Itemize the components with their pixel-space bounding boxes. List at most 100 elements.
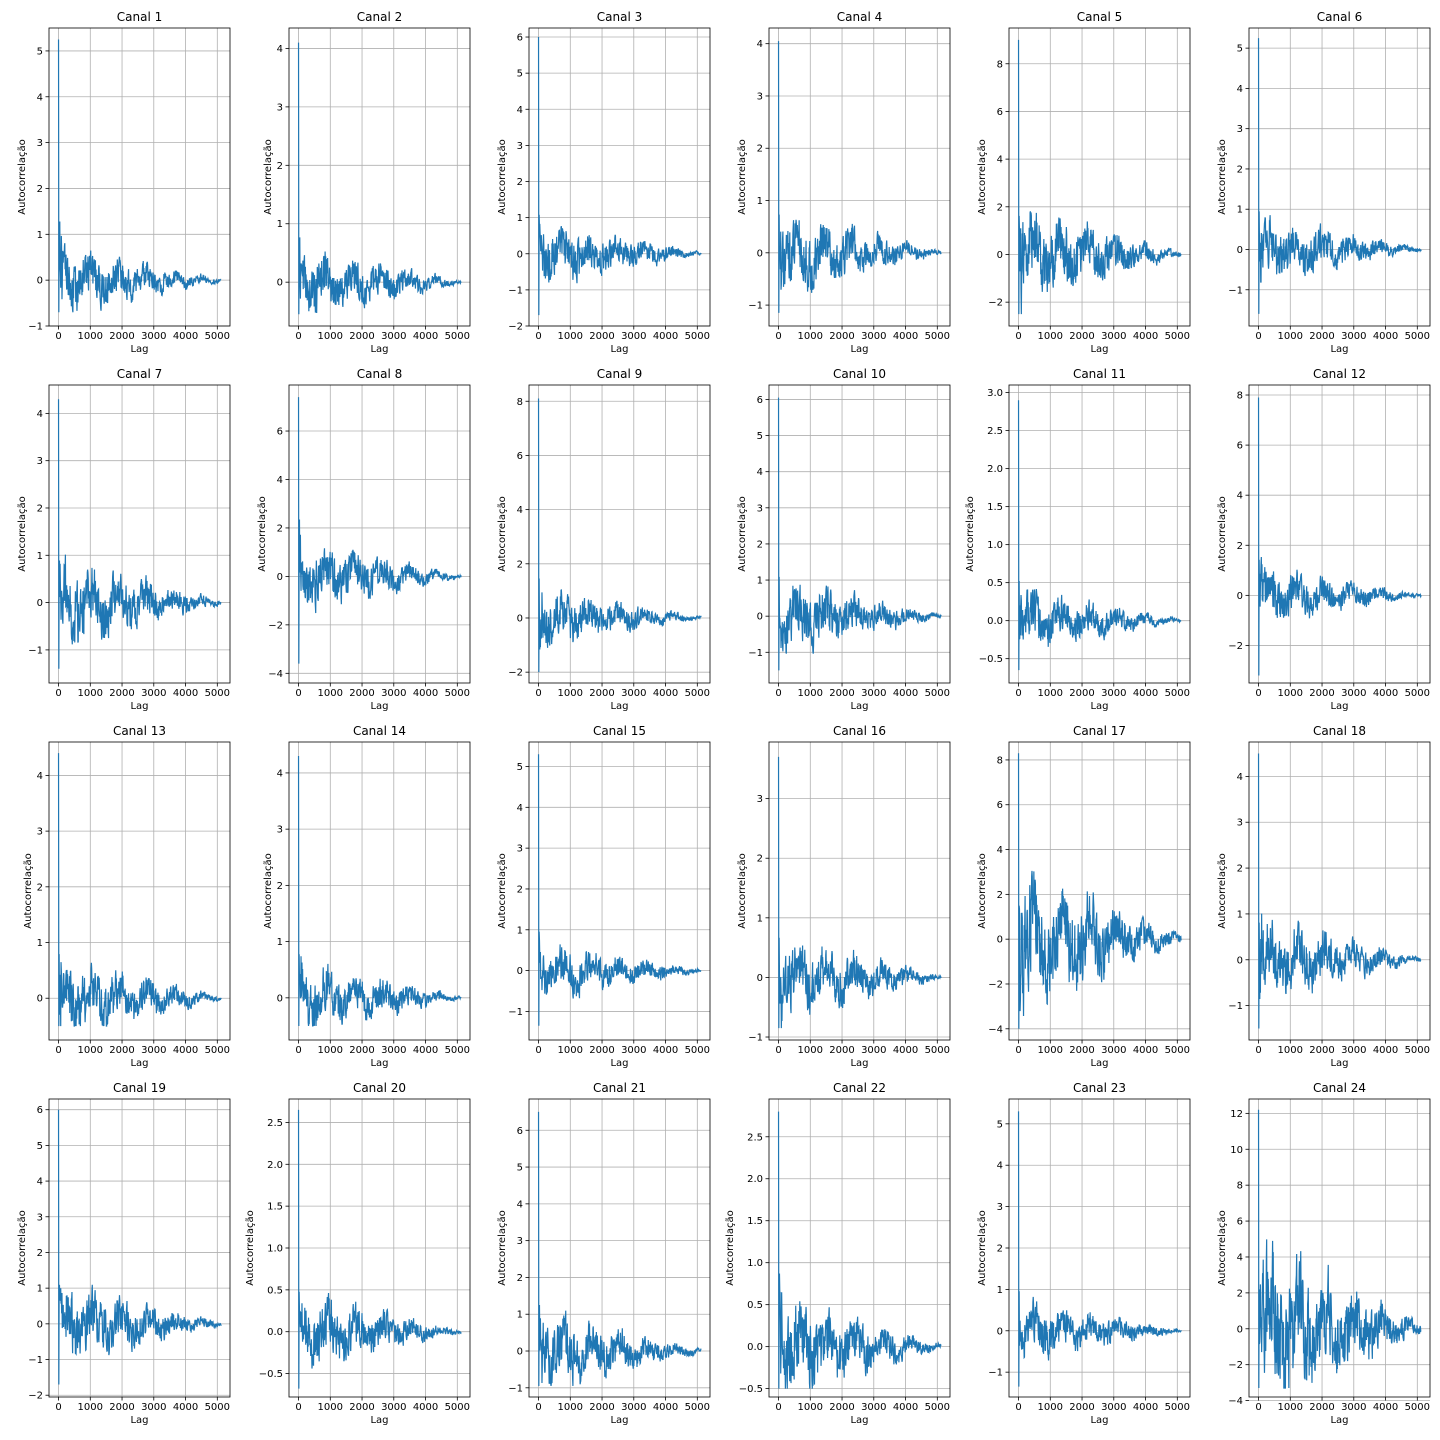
y-tick-label: 2.0: [267, 1160, 283, 1171]
y-tick-label: 2: [37, 184, 43, 195]
autocorrelation-line: [777, 1111, 942, 1389]
x-tick-label: 1000: [1038, 1402, 1063, 1413]
subplot-title: Canal 24: [1313, 1081, 1366, 1095]
y-tick-label: −1: [748, 648, 763, 659]
y-tick-label: 3: [277, 825, 283, 836]
x-tick-label: 4000: [653, 688, 678, 699]
x-tick-label: 4000: [893, 688, 918, 699]
y-tick-label: 2: [1237, 164, 1243, 175]
y-axis-label: Autocorrelação: [1217, 496, 1228, 571]
y-tick-label: 3: [277, 102, 283, 113]
subplot-canal-20: 0 1000 2000 3000 4000 5000 −0.5 0.0 0.5 1.0 1.5 2.0…: [245, 1081, 471, 1426]
subplot-title: Canal 20: [353, 1081, 406, 1095]
x-tick-label: 0: [1015, 1045, 1021, 1056]
x-tick-label: 3000: [621, 1045, 646, 1056]
x-tick-label: 1000: [558, 1402, 583, 1413]
y-tick-label: 1.0: [987, 540, 1003, 551]
x-tick-label: 4000: [1373, 1045, 1398, 1056]
y-axis-label: Autocorrelação: [1217, 139, 1228, 214]
y-axis-label: Autocorrelação: [17, 139, 28, 214]
y-axis-label: Autocorrelação: [1217, 853, 1228, 928]
x-tick-label: 5000: [205, 331, 230, 342]
x-tick-label: 2000: [829, 1402, 854, 1413]
x-tick-label: 3000: [621, 688, 646, 699]
x-tick-label: 4000: [1133, 688, 1158, 699]
x-tick-label: 2000: [109, 1045, 134, 1056]
plot-frame: [48, 1098, 231, 1398]
x-tick-label: 1000: [1038, 1045, 1063, 1056]
x-tick-label: 2000: [589, 331, 614, 342]
y-tick-label: 4: [1237, 772, 1243, 783]
x-tick-label: 5000: [1405, 1045, 1430, 1056]
subplot-canal-5: 0 1000 2000 3000 4000 5000 −2 0 2 4 6 8 Canal 5 Lag Au…: [977, 10, 1191, 355]
x-tick-label: 5000: [205, 688, 230, 699]
y-tick-label: 2: [277, 881, 283, 892]
autocorrelation-line: [537, 398, 702, 673]
y-tick-label: −2: [988, 979, 1003, 990]
x-tick-label: 5000: [685, 1402, 710, 1413]
x-tick-label: 0: [1015, 331, 1021, 342]
y-tick-label: 4: [277, 475, 283, 486]
subplot-title: Canal 3: [597, 10, 642, 24]
y-tick-label: −2: [268, 620, 283, 631]
x-axis-label: Lag: [130, 1415, 148, 1426]
y-tick-label: 8: [1237, 1181, 1243, 1192]
x-tick-label: 2000: [1309, 1045, 1334, 1056]
y-tick-label: 2: [1237, 541, 1243, 552]
y-tick-label: 1.0: [747, 1258, 763, 1269]
y-tick-label: 2: [1237, 864, 1243, 875]
y-tick-label: 2: [277, 161, 283, 172]
x-tick-label: 3000: [861, 331, 886, 342]
y-tick-label: 0: [1237, 1324, 1243, 1335]
x-axis-label: Lag: [610, 344, 628, 355]
plot-frame: [768, 27, 951, 327]
y-tick-label: −1: [508, 1383, 523, 1394]
y-tick-label: −0.5: [259, 1369, 283, 1380]
y-axis-label: Autocorrelação: [497, 853, 508, 928]
y-tick-label: 5: [997, 1119, 1003, 1130]
subplot-title: Canal 5: [1077, 10, 1122, 24]
y-tick-label: 6: [37, 1105, 43, 1116]
autocorrelation-line: [1257, 1109, 1422, 1389]
y-axis-label: Autocorrelação: [263, 139, 274, 214]
subplot-canal-7: 0 1000 2000 3000 4000 5000 −1 0 1 2 3 4 Canal 7 Lag Au…: [17, 367, 231, 712]
autocorrelation-line: [297, 756, 462, 1027]
x-axis-label: Lag: [1330, 701, 1348, 712]
autocorrelation-line: [1017, 39, 1182, 315]
y-tick-label: 1: [1237, 205, 1243, 216]
y-tick-label: 0: [997, 250, 1003, 261]
x-tick-label: 5000: [1405, 688, 1430, 699]
y-tick-label: 0: [517, 249, 523, 260]
x-tick-label: 1000: [1278, 1045, 1303, 1056]
subplot-title: Canal 15: [593, 724, 646, 738]
x-tick-label: 4000: [893, 1402, 918, 1413]
subplot-canal-22: 0 1000 2000 3000 4000 5000 −0.5 0.0 0.5 1.0 1.5 2.0…: [725, 1081, 951, 1426]
autocorrelation-line: [777, 756, 942, 1029]
y-tick-label: 0: [277, 993, 283, 1004]
y-tick-label: 2: [517, 1273, 523, 1284]
x-tick-label: 0: [1255, 1045, 1261, 1056]
y-tick-label: 4: [37, 771, 43, 782]
x-tick-label: 1000: [1278, 1402, 1303, 1413]
y-tick-label: −1: [748, 1033, 763, 1044]
autocorrelation-line: [1017, 1111, 1182, 1387]
x-tick-label: 2000: [589, 1402, 614, 1413]
y-tick-label: 1: [277, 937, 283, 948]
y-axis-label: Autocorrelação: [245, 1210, 256, 1285]
plot-frame: [528, 1098, 711, 1398]
subplot-canal-11: 0 1000 2000 3000 4000 5000 −0.5 0.0 0.5 1.0 1.5 2.0…: [965, 367, 1191, 712]
y-tick-label: 2: [997, 1244, 1003, 1255]
y-tick-label: 12: [1230, 1109, 1243, 1120]
x-tick-label: 2000: [109, 1402, 134, 1413]
x-tick-label: 1000: [1038, 331, 1063, 342]
x-tick-label: 4000: [1373, 331, 1398, 342]
y-tick-label: 3.0: [987, 388, 1003, 399]
plot-frame: [1248, 384, 1431, 684]
x-tick-label: 0: [55, 1402, 61, 1413]
y-axis-label: Autocorrelação: [737, 496, 748, 571]
y-tick-label: 3: [37, 456, 43, 467]
subplot-canal-4: 0 1000 2000 3000 4000 5000 −1 0 1 2 3 4 Canal 4 Lag Au…: [737, 10, 951, 355]
x-tick-label: 0: [535, 688, 541, 699]
y-tick-label: 0: [37, 598, 43, 609]
x-tick-label: 1000: [558, 331, 583, 342]
